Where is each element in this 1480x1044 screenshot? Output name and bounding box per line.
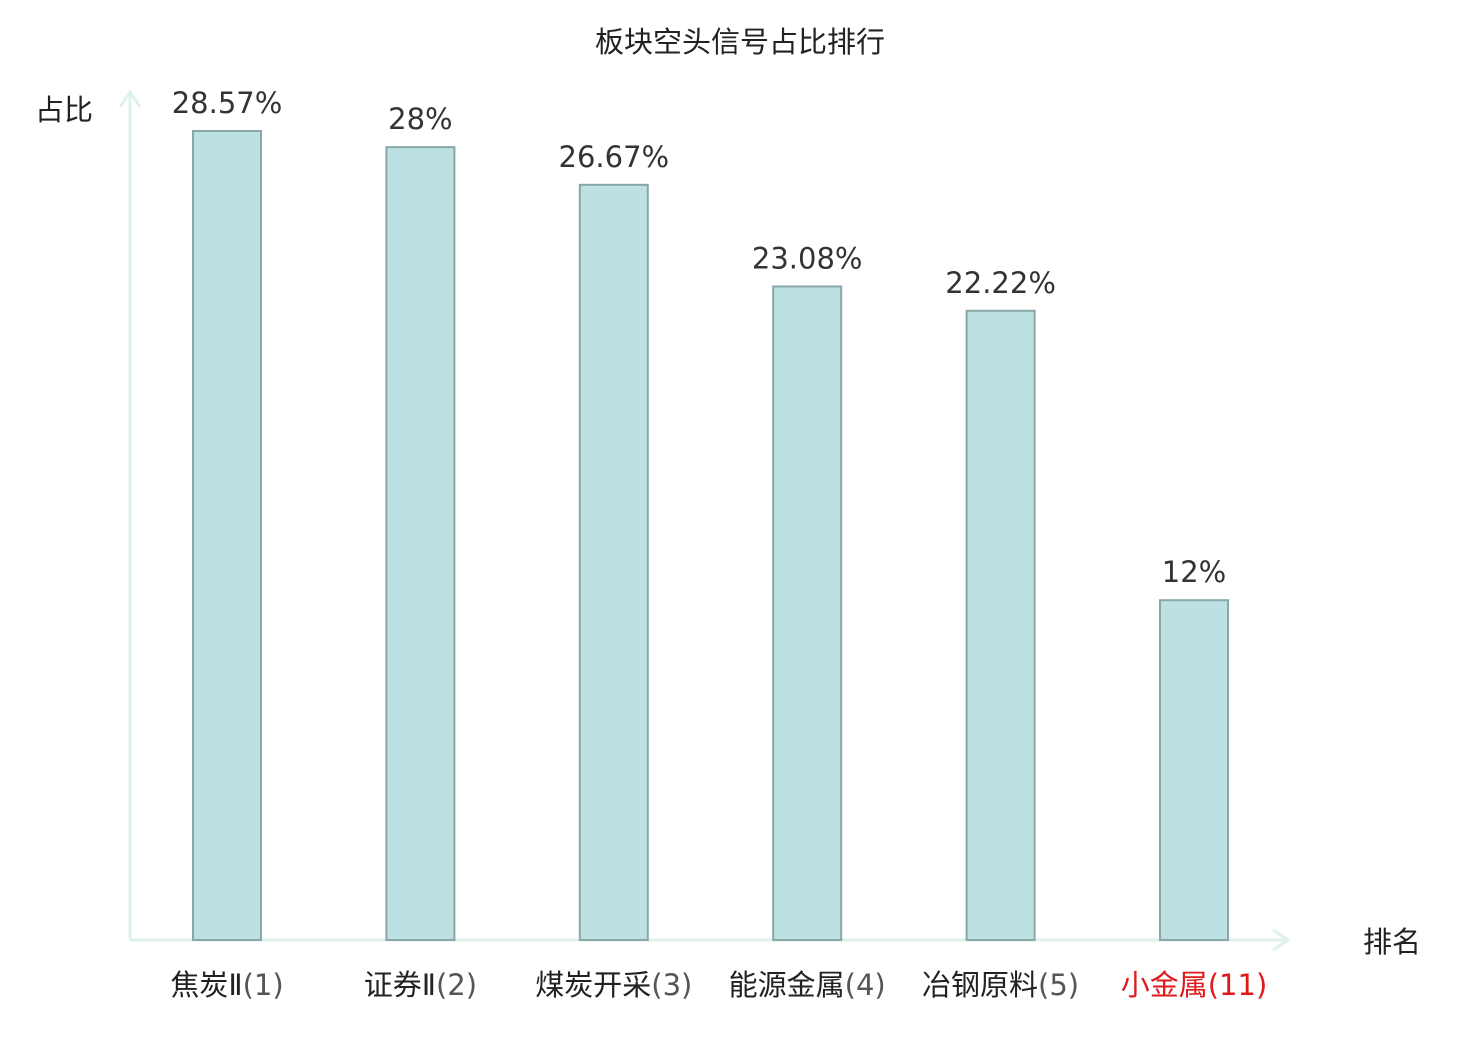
category-label: 小金属(11) xyxy=(1121,968,1268,1002)
bar xyxy=(192,130,262,941)
bar-value-label: 22.22% xyxy=(945,266,1056,300)
value-labels-group: 28.57% 28% 26.67% 23.08% 22.22% 12% xyxy=(172,86,1227,589)
bar-value-label: 28.57% xyxy=(172,86,283,120)
category-rank: (1) xyxy=(243,968,284,1002)
category-rank: (2) xyxy=(436,968,477,1002)
bar xyxy=(1159,599,1229,941)
x-axis-label: 排名 xyxy=(1363,925,1421,959)
bar-value-label: 26.67% xyxy=(559,140,670,174)
bar-value-label: 12% xyxy=(1162,555,1226,589)
bars-group xyxy=(192,130,1229,941)
category-name: 焦炭Ⅱ xyxy=(170,968,242,1002)
bar-value-label: 28% xyxy=(388,102,452,136)
y-axis-arrow xyxy=(118,89,142,108)
y-axis-label: 占比 xyxy=(35,93,93,127)
category-label: 煤炭开采(3) xyxy=(535,968,692,1002)
category-rank: (11) xyxy=(1208,968,1268,1002)
category-labels-group: 焦炭Ⅱ(1) 证券Ⅱ(2) 煤炭开采(3) 能源金属(4) 冶钢原料(5) 小金属(11) xyxy=(170,968,1267,1002)
x-axis-arrow xyxy=(1272,928,1291,952)
category-name: 小金属 xyxy=(1121,968,1208,1002)
chart-title: 板块空头信号占比排行 xyxy=(595,25,885,59)
category-label: 冶钢原料(5) xyxy=(922,968,1079,1002)
category-label: 焦炭Ⅱ(1) xyxy=(170,968,283,1002)
category-rank: (5) xyxy=(1038,968,1079,1002)
bar xyxy=(965,309,1036,941)
bar xyxy=(385,146,456,941)
category-label: 能源金属(4) xyxy=(729,968,886,1002)
category-rank: (3) xyxy=(651,968,692,1002)
bar xyxy=(578,183,649,941)
bar-value-label: 23.08% xyxy=(752,241,863,275)
category-label: 证券Ⅱ(2) xyxy=(364,968,477,1002)
category-name: 证券Ⅱ xyxy=(364,968,436,1002)
bar xyxy=(772,285,843,941)
category-name: 煤炭开采 xyxy=(535,968,651,1002)
category-rank: (4) xyxy=(845,968,886,1002)
category-name: 能源金属 xyxy=(729,968,845,1002)
category-name: 冶钢原料 xyxy=(922,968,1038,1002)
axes xyxy=(118,89,1291,952)
